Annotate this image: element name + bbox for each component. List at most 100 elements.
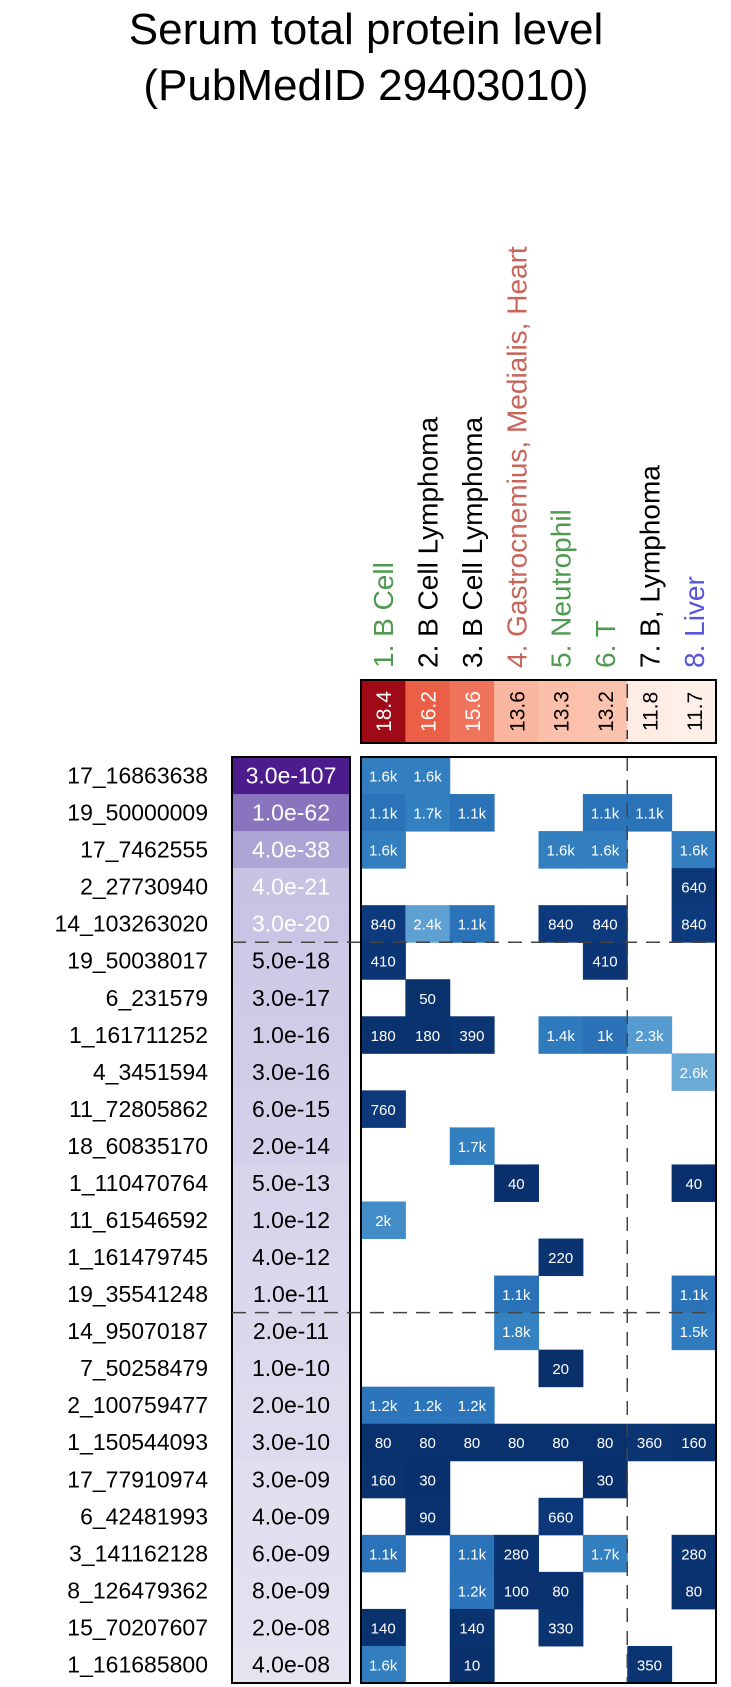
cell-label: 280	[504, 1546, 529, 1563]
row-label: 2_27730940	[80, 874, 208, 900]
heatmap-cell	[405, 1460, 451, 1499]
pvalue-cell	[232, 1053, 350, 1091]
cell-label: 1.2k	[413, 1398, 442, 1415]
cell-label: 30	[597, 1472, 614, 1489]
heatmap-cell	[671, 1534, 717, 1573]
row-label: 15_70207607	[67, 1614, 208, 1640]
cell-label: 160	[681, 1435, 706, 1452]
heatmap-cell	[361, 1090, 406, 1128]
pvalue-cell	[232, 868, 350, 906]
pvalue-cell	[232, 1312, 350, 1351]
row-label: 18_60835170	[67, 1133, 208, 1159]
cell-label: 160	[371, 1472, 396, 1489]
cell-label: 1k	[597, 1028, 613, 1045]
row-label: 4_3451594	[93, 1059, 208, 1085]
row-labels: 17_16863638 19_50000009 17_7462555 2_277309…	[55, 763, 209, 1678]
pvalue-cell	[232, 831, 350, 869]
heatmap-cell	[361, 1423, 406, 1462]
row-label: 19_35541248	[67, 1281, 208, 1307]
pvalue-column: 3.0e-107 1.0e-62 4.0e-38 4.0e-21 3.0e-20 5.0e…	[231, 756, 351, 1684]
pvalue-cell	[232, 1275, 350, 1314]
heatmap-cell	[582, 794, 628, 832]
cell-label: 40	[508, 1176, 525, 1193]
pvalue-cell	[232, 905, 350, 943]
score-label: 11.7	[684, 692, 707, 731]
cell-label: 640	[681, 880, 706, 897]
heatmap-cell	[449, 1645, 495, 1684]
heatmap-cell	[405, 757, 451, 795]
column-labels: 1. B Cell 2. B Cell Lymphoma 3. B Cell Lym…	[368, 246, 710, 668]
cell-label: 80	[375, 1435, 392, 1452]
pvalue-label: 1.0e-10	[252, 1355, 330, 1381]
heatmap-cell	[449, 1127, 495, 1165]
pvalue-label: 6.0e-09	[252, 1540, 330, 1566]
row-label: 11_72805862	[69, 1096, 208, 1122]
pvalue-label: 3.0e-16	[252, 1059, 330, 1085]
heatmap-cell	[671, 1571, 717, 1610]
cell-label: 80	[508, 1435, 525, 1452]
column-label: 6. T	[590, 620, 621, 668]
heatmap-cell	[405, 794, 451, 832]
heatmap-grid: 1.6k 1.6k 1.1k 1.7k 1.1k 1.1k 1.1k 1.6k 1.6k 1.6k…	[232, 756, 717, 1684]
row-label: 2_100759477	[67, 1392, 208, 1418]
cell-label: 140	[459, 1620, 484, 1637]
heatmap-cell	[538, 1423, 584, 1462]
cell-label: 840	[548, 917, 573, 934]
cell-label: 80	[685, 1583, 702, 1600]
cell-label: 410	[593, 954, 618, 971]
cell-label: 1.6k	[369, 769, 398, 786]
column-label: 5. Neutrophil	[546, 509, 577, 668]
pvalue-cell	[232, 1571, 350, 1610]
heatmap-cell	[494, 1164, 539, 1202]
pvalue-cell	[232, 1201, 350, 1240]
cell-label: 1.1k	[458, 1546, 487, 1563]
heatmap-cell	[361, 794, 406, 832]
row-label: 8_126479362	[67, 1577, 208, 1603]
score-cell	[405, 680, 451, 743]
heatmap-cell	[361, 1201, 406, 1240]
cell-label: 1.1k	[591, 806, 620, 823]
row-label: 19_50038017	[67, 948, 208, 974]
heatmap-cell	[538, 1349, 584, 1388]
cell-label: 2.6k	[680, 1065, 709, 1082]
pvalue-cell	[232, 1608, 350, 1647]
grid-frame	[360, 756, 717, 1684]
heatmap-cell	[494, 1534, 539, 1573]
pvalue-label: 1.0e-16	[252, 1022, 330, 1048]
cell-label: 330	[548, 1620, 573, 1637]
score-label: 18.4	[373, 691, 396, 732]
cell-label: 1.6k	[680, 843, 709, 860]
score-label: 16.2	[418, 691, 441, 732]
pvalue-cell	[232, 1090, 350, 1128]
heatmap-cell	[627, 1645, 673, 1684]
cell-label: 10	[464, 1657, 481, 1674]
row-label: 17_77910974	[67, 1466, 208, 1492]
cell-label: 1.6k	[547, 843, 576, 860]
pvalue-cell	[232, 1164, 350, 1202]
cell-label: 80	[552, 1583, 569, 1600]
heatmap-cell	[627, 1423, 673, 1462]
cell-label: 90	[419, 1509, 436, 1526]
heatmap-cell	[361, 1645, 406, 1684]
pvalue-label: 1.0e-11	[253, 1281, 329, 1307]
score-frame	[360, 679, 717, 744]
row-label: 11_61546592	[69, 1207, 208, 1233]
enrichment-score-bar: 18.4 16.2 15.6 13.6 13.3 13.2 11.8 11.7	[360, 679, 717, 744]
cell-label: 390	[459, 1028, 484, 1045]
pvalue-cell	[232, 757, 350, 795]
cell-label: 30	[419, 1472, 436, 1489]
heatmap-cell	[538, 1016, 584, 1054]
heatmap-cell	[538, 1571, 584, 1610]
pvalue-label: 1.0e-12	[252, 1207, 330, 1233]
heatmap-cell	[361, 757, 406, 795]
score-cell	[449, 680, 495, 743]
score-cell	[361, 680, 406, 743]
cell-label: 80	[597, 1435, 614, 1452]
cell-label: 180	[415, 1028, 440, 1045]
cell-label: 220	[548, 1250, 573, 1267]
row-label: 17_16863638	[67, 763, 208, 789]
heatmap-cell	[449, 1608, 495, 1647]
pvalue-cell	[232, 1645, 350, 1684]
heatmap-cell	[361, 942, 406, 980]
